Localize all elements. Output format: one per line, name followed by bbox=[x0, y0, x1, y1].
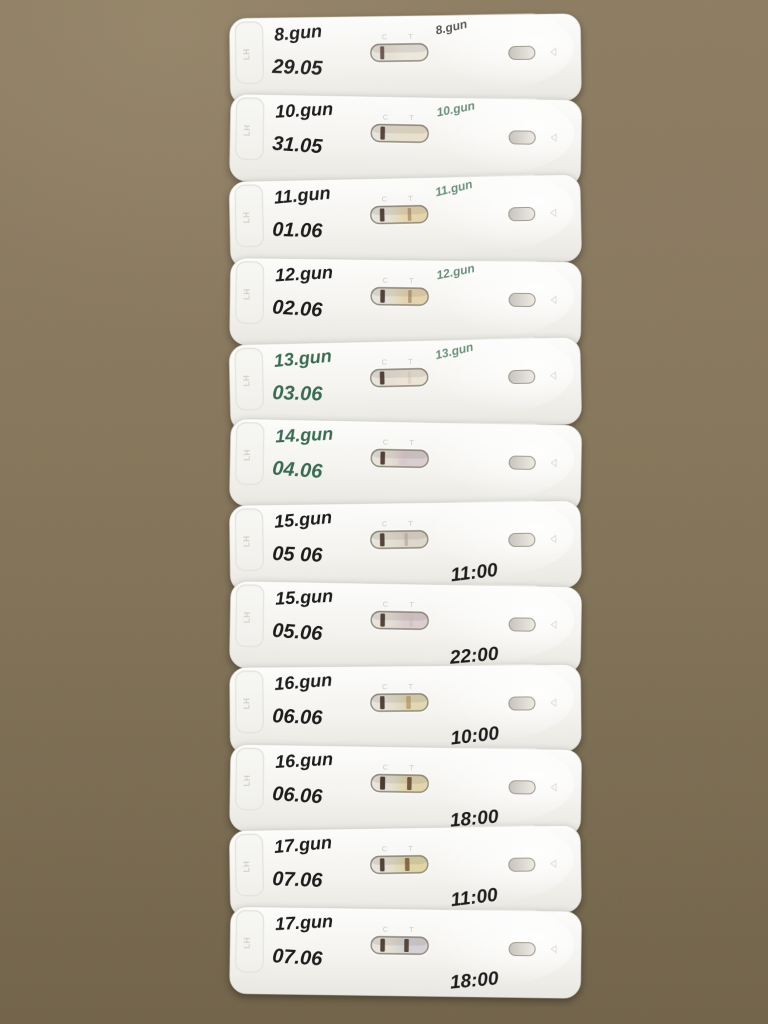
svg-text:16.gun: 16.gun bbox=[274, 669, 333, 693]
svg-text:C: C bbox=[382, 195, 388, 204]
svg-text:06.06: 06.06 bbox=[272, 783, 324, 808]
svg-text:05 06: 05 06 bbox=[272, 543, 324, 567]
svg-text:LH: LH bbox=[243, 288, 252, 300]
svg-text:C: C bbox=[383, 925, 389, 934]
svg-text:T: T bbox=[408, 519, 413, 528]
svg-text:T: T bbox=[408, 844, 413, 853]
svg-text:C: C bbox=[383, 438, 389, 447]
svg-text:LH: LH bbox=[242, 374, 251, 386]
svg-text:LH: LH bbox=[242, 697, 251, 709]
svg-text:14.gun: 14.gun bbox=[275, 424, 334, 447]
svg-text:LH: LH bbox=[243, 774, 252, 786]
svg-text:15.gun: 15.gun bbox=[275, 586, 334, 609]
svg-text:T: T bbox=[409, 438, 414, 447]
svg-text:12.gun: 12.gun bbox=[274, 262, 333, 285]
svg-text:T: T bbox=[409, 276, 414, 285]
svg-text:29.05: 29.05 bbox=[271, 56, 324, 80]
svg-text:07.06: 07.06 bbox=[272, 945, 324, 970]
svg-text:LH: LH bbox=[243, 937, 252, 949]
svg-text:07.06: 07.06 bbox=[272, 868, 324, 892]
svg-text:LH: LH bbox=[243, 125, 252, 137]
svg-text:C: C bbox=[382, 357, 388, 366]
svg-text:T: T bbox=[408, 357, 413, 366]
svg-text:LH: LH bbox=[243, 612, 252, 624]
svg-text:LH: LH bbox=[242, 861, 251, 873]
svg-text:03.06: 03.06 bbox=[272, 382, 324, 406]
svg-text:04.06: 04.06 bbox=[272, 457, 324, 483]
svg-text:10.gun: 10.gun bbox=[275, 99, 334, 122]
svg-text:05.06: 05.06 bbox=[272, 620, 324, 645]
svg-text:T: T bbox=[408, 682, 413, 691]
svg-text:31.05: 31.05 bbox=[272, 133, 324, 158]
svg-text:LH: LH bbox=[243, 449, 252, 461]
svg-text:T: T bbox=[408, 32, 413, 41]
svg-text:C: C bbox=[383, 600, 389, 609]
svg-text:C: C bbox=[383, 275, 389, 284]
svg-text:C: C bbox=[382, 519, 388, 528]
svg-text:16.gun: 16.gun bbox=[275, 749, 334, 772]
svg-text:C: C bbox=[382, 32, 388, 41]
svg-text:LH: LH bbox=[242, 48, 251, 60]
svg-text:T: T bbox=[409, 600, 414, 609]
svg-text:C: C bbox=[383, 113, 389, 122]
svg-text:8.gun: 8.gun bbox=[273, 21, 323, 45]
svg-text:01.06: 01.06 bbox=[272, 219, 324, 243]
svg-text:C: C bbox=[383, 762, 389, 771]
svg-text:T: T bbox=[409, 763, 414, 772]
svg-text:17.gun: 17.gun bbox=[274, 911, 333, 934]
svg-text:LH: LH bbox=[242, 536, 251, 548]
svg-text:T: T bbox=[409, 113, 414, 122]
svg-text:C: C bbox=[382, 844, 388, 853]
svg-text:T: T bbox=[408, 194, 413, 203]
svg-text:C: C bbox=[382, 682, 388, 691]
svg-text:02.06: 02.06 bbox=[272, 296, 324, 321]
svg-text:LH: LH bbox=[242, 212, 251, 224]
svg-text:06.06: 06.06 bbox=[272, 705, 324, 729]
svg-text:T: T bbox=[409, 925, 414, 934]
